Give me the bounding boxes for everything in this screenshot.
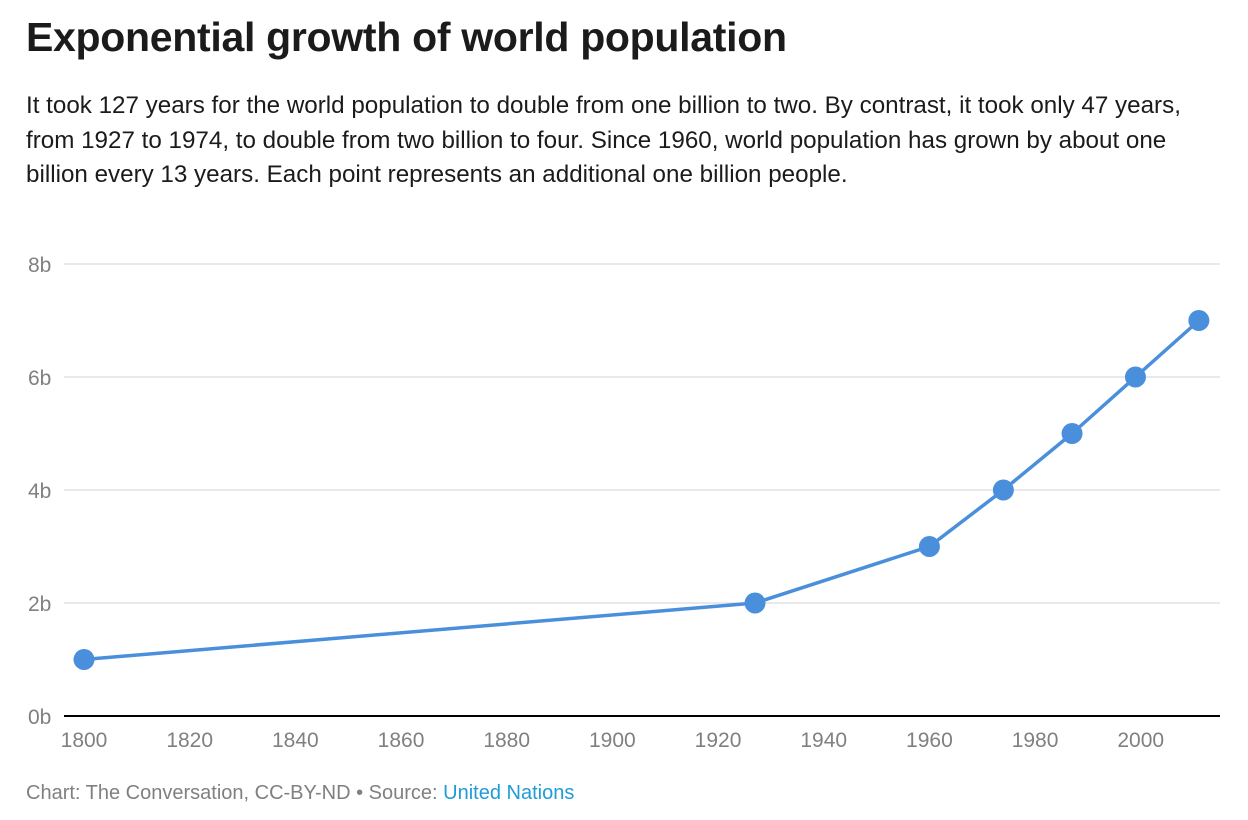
- data-point: [744, 592, 766, 614]
- x-tick-label: 1900: [589, 729, 636, 752]
- data-point: [73, 649, 95, 670]
- chart-title: Exponential growth of world population: [26, 14, 787, 60]
- x-tick-label: 1840: [272, 729, 319, 752]
- x-tick-label: 1940: [800, 729, 847, 752]
- data-point: [1188, 310, 1210, 331]
- x-tick-label: 1960: [906, 729, 953, 752]
- x-tick-label: 1820: [166, 729, 213, 752]
- y-tick-label: 2b: [28, 593, 51, 616]
- data-point: [1124, 366, 1146, 388]
- x-tick-label: 1920: [695, 729, 742, 752]
- y-axis-labels: 0b 2b 4b 6b 8b: [28, 254, 51, 729]
- x-axis-labels: 1800 1820 1840 1860 1880 1900 1920 1940 1960 1980…: [61, 729, 1164, 752]
- x-tick-label: 1800: [61, 729, 108, 752]
- x-tick-label: 1980: [1012, 729, 1059, 752]
- x-tick-label: 2000: [1117, 729, 1164, 752]
- data-point: [992, 479, 1014, 501]
- chart-footer: Chart: The Conversation, CC-BY-ND • Sour…: [26, 782, 574, 805]
- gridlines: [64, 263, 1220, 604]
- data-point: [1061, 423, 1083, 444]
- data-point: [918, 536, 940, 557]
- x-tick-label: 1880: [483, 729, 530, 752]
- x-tick-label: 1860: [378, 729, 425, 752]
- y-tick-label: 0b: [28, 706, 51, 729]
- y-tick-label: 8b: [28, 254, 51, 277]
- credit-text: Chart: The Conversation, CC-BY-ND • Sour…: [26, 782, 444, 804]
- chart-subtitle: It took 127 years for the world populati…: [26, 92, 1181, 188]
- y-tick-label: 6b: [28, 367, 51, 390]
- data-series: [73, 310, 1210, 670]
- source-link[interactable]: United Nations: [443, 782, 575, 804]
- y-tick-label: 4b: [28, 480, 51, 503]
